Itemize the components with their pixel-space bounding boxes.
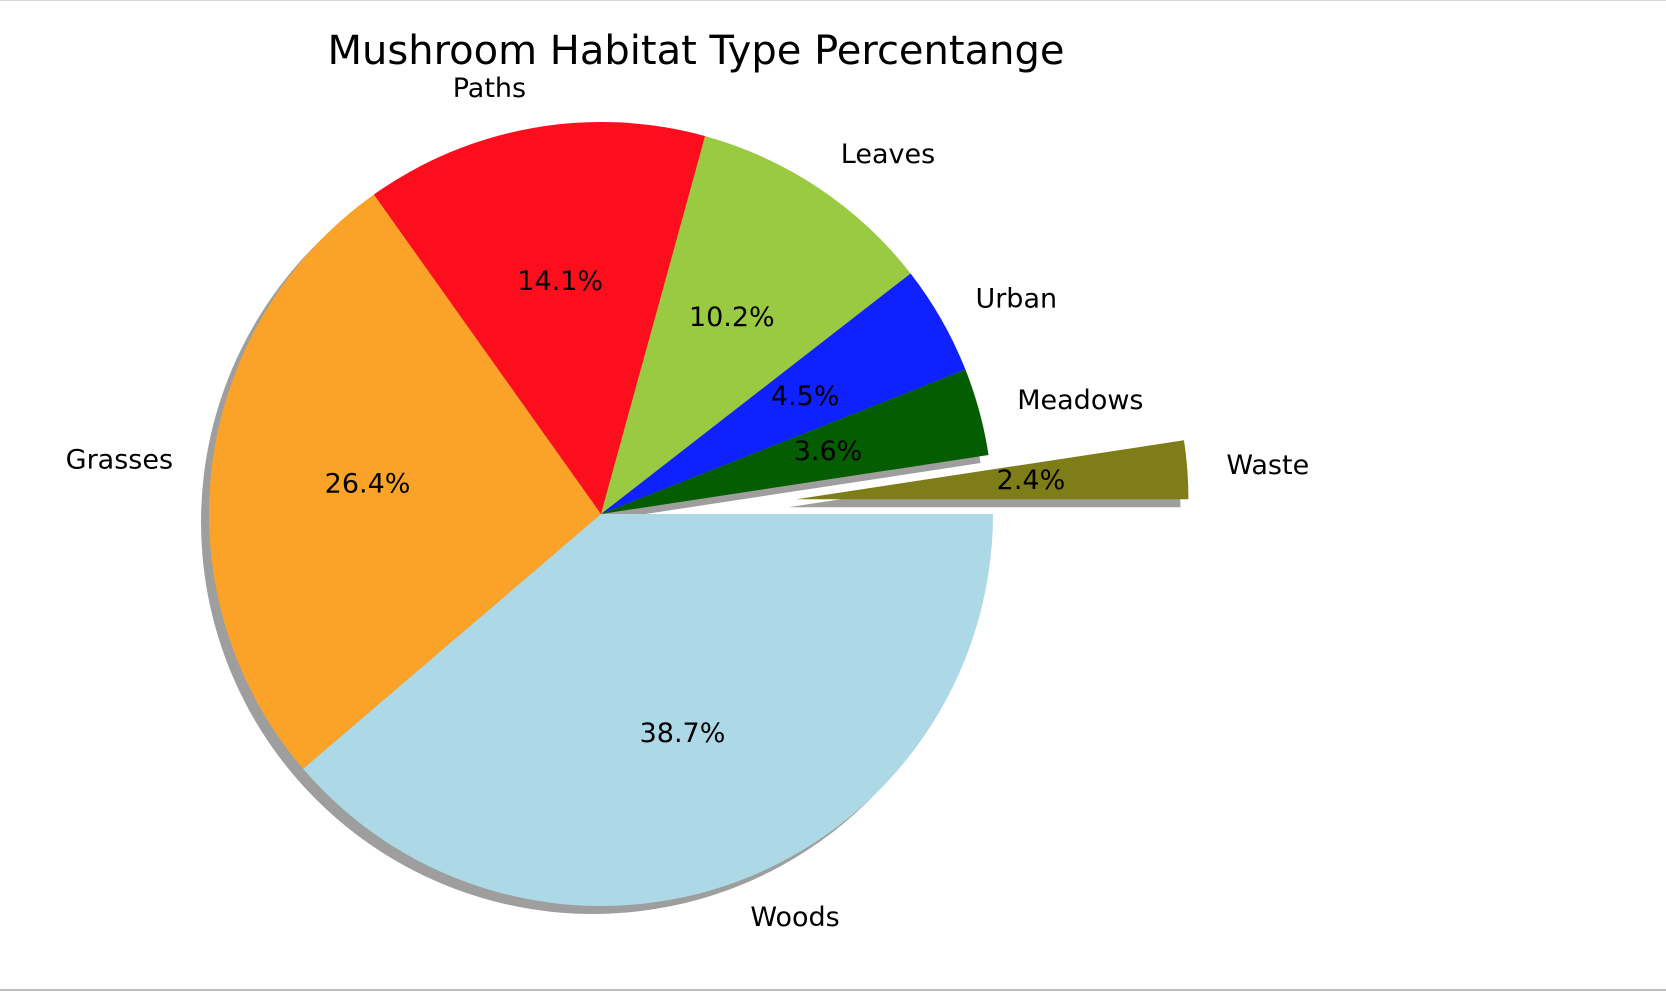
slice-percent-grasses: 26.4% (325, 469, 411, 500)
slice-label-woods: Woods (750, 902, 839, 933)
slice-leaves (601, 136, 911, 515)
slice-percent-urban: 4.5% (771, 381, 840, 412)
slice-label-leaves: Leaves (841, 139, 935, 170)
slice-labels: Woods Grasses Paths Leaves Urban Meadows Waste (66, 73, 1310, 933)
slice-percent-meadows: 3.6% (794, 436, 863, 467)
slice-percent-woods: 38.7% (640, 718, 726, 749)
slice-label-urban: Urban (975, 284, 1057, 315)
slice-percent-paths: 14.1% (517, 266, 603, 297)
bottom-border (0, 989, 1666, 991)
slice-meadows (601, 369, 989, 514)
slice-urban (601, 273, 966, 514)
slice-woods (303, 514, 993, 906)
slice-grasses (208, 194, 601, 769)
slice-label-meadows: Meadows (1017, 385, 1143, 416)
slice-percent-waste: 2.4% (997, 465, 1066, 496)
percent-labels: 38.7% 26.4% 14.1% 10.2% 4.5% 3.6% 2.4% (325, 266, 1066, 749)
slice-label-paths: Paths (453, 73, 526, 104)
chart-title: Mushroom Habitat Type Percentange (328, 28, 1065, 74)
top-border (0, 0, 1666, 1)
slice-waste (796, 440, 1189, 500)
slices (208, 121, 1189, 906)
slice-percent-leaves: 10.2% (689, 302, 775, 333)
slice-paths (373, 121, 706, 514)
slice-label-grasses: Grasses (66, 445, 173, 476)
slice-label-waste: Waste (1226, 450, 1309, 481)
